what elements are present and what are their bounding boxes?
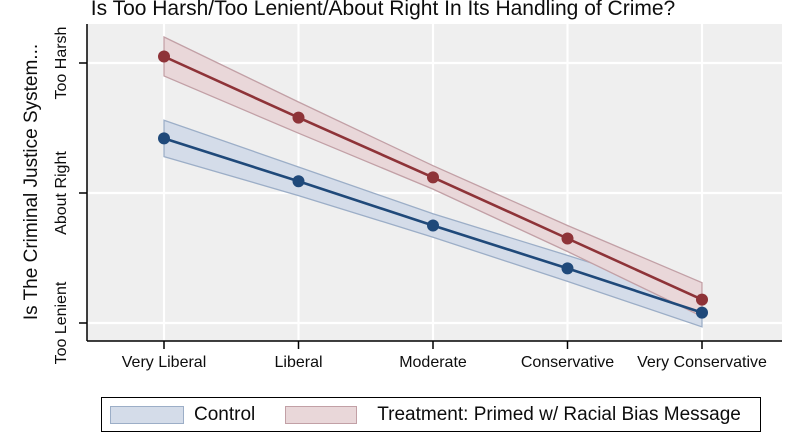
x-tick-label: Moderate	[399, 354, 467, 371]
y-tick-label: Too Harsh	[53, 27, 70, 100]
control-point	[292, 175, 305, 188]
control-point	[427, 219, 439, 232]
control-point	[696, 306, 708, 319]
x-tick-label: Liberal	[274, 354, 322, 371]
chart-title: Is Too Harsh/Too Lenient/About Right In …	[90, 0, 676, 20]
treatment-point	[696, 293, 708, 306]
treatment-swatch	[285, 405, 358, 424]
treatment-point	[561, 232, 574, 245]
chart-plot-area: Too Lenient About Right Too Harsh Very Libe…	[21, 24, 782, 371]
y-tick-label: About Right	[53, 151, 70, 235]
control-legend-label: Control	[194, 403, 256, 425]
y-axis-title: Is The Criminal Justice System...	[21, 44, 42, 320]
x-tick-label: Conservative	[521, 354, 614, 371]
x-tick-label: Very Conservative	[637, 354, 767, 371]
x-tick-label: Very Liberal	[122, 354, 207, 371]
treatment-point	[292, 111, 305, 124]
treatment-legend-label: Treatment: Primed w/ Racial Bias Message	[377, 403, 741, 425]
legend: Control Treatment: Primed w/ Racial Bias…	[101, 397, 761, 432]
y-tick-label: Too Lenient	[53, 281, 70, 364]
control-point	[561, 262, 574, 275]
treatment-point	[427, 171, 439, 184]
control-swatch	[110, 405, 184, 424]
control-point	[158, 132, 170, 145]
treatment-point	[158, 50, 170, 63]
